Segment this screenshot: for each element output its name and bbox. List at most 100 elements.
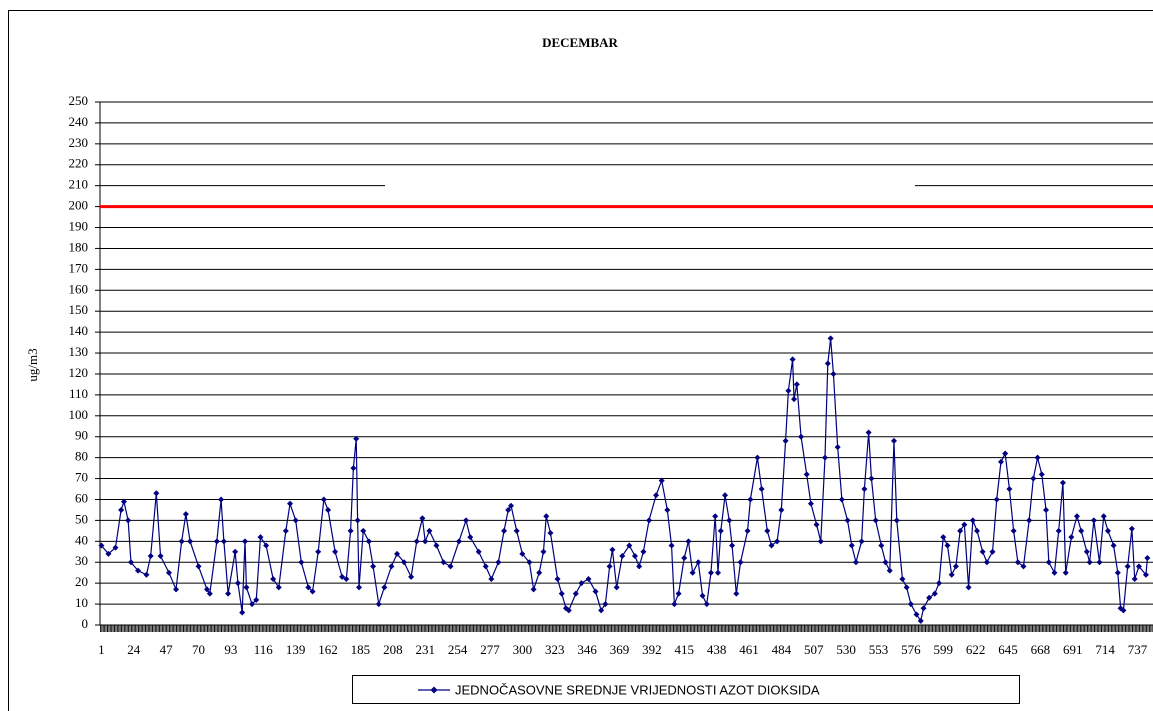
data-point (893, 517, 900, 524)
data-point (619, 552, 626, 559)
x-tick-label: 415 (674, 642, 694, 657)
data-point (965, 584, 972, 591)
data-point (1124, 563, 1131, 570)
data-point (789, 356, 796, 363)
data-point (807, 500, 814, 507)
frame (8, 10, 1153, 711)
data-point (178, 538, 185, 545)
data-point (543, 513, 550, 520)
data-point (394, 550, 401, 557)
data-point (1078, 527, 1085, 534)
data-point (309, 588, 316, 595)
data-point (143, 571, 150, 578)
x-tick-label: 185 (351, 642, 371, 657)
data-point (495, 559, 502, 566)
data-point (1110, 542, 1117, 549)
data-point (890, 437, 897, 444)
data-point (747, 496, 754, 503)
data-point (120, 498, 127, 505)
y-tick-label: 10 (75, 595, 88, 610)
data-point (827, 335, 834, 342)
data-point (791, 396, 798, 403)
data-point (838, 496, 845, 503)
data-point (1006, 486, 1013, 493)
data-point (712, 513, 719, 520)
data-point (913, 611, 920, 618)
data-point (699, 592, 706, 599)
y-tick-label: 30 (75, 553, 88, 568)
data-point (834, 444, 841, 451)
plot (98, 335, 1151, 624)
data-point (989, 548, 996, 555)
data-point (606, 563, 613, 570)
data-point (782, 437, 789, 444)
x-tick-label: 139 (286, 642, 306, 657)
data-point (536, 569, 543, 576)
data-point (585, 575, 592, 582)
data-point (234, 580, 241, 587)
data-point (640, 548, 647, 555)
data-point (1073, 513, 1080, 520)
data-point (886, 567, 893, 574)
y-tick-label: 170 (69, 260, 89, 275)
data-point (467, 534, 474, 541)
data-point (173, 586, 180, 593)
data-point (282, 527, 289, 534)
data-point (153, 490, 160, 497)
y-tick-label: 190 (69, 219, 89, 234)
data-point (778, 506, 785, 513)
data-point (112, 544, 119, 551)
data-point (817, 538, 824, 545)
data-point (332, 548, 339, 555)
data-point (957, 527, 964, 534)
x-tick-label: 1 (98, 642, 105, 657)
y-tick-label: 200 (69, 198, 89, 213)
data-point (733, 590, 740, 597)
data-point (974, 527, 981, 534)
x-tick-label: 622 (966, 642, 986, 657)
y-tick-label: 240 (69, 114, 89, 129)
data-point (931, 590, 938, 597)
x-tick-label: 116 (254, 642, 274, 657)
data-point (433, 542, 440, 549)
data-point (689, 569, 696, 576)
y-tick-label: 100 (69, 407, 89, 422)
data-point (1059, 479, 1066, 486)
data-point (1055, 527, 1062, 534)
data-point (997, 458, 1004, 465)
y-tick-label: 70 (75, 470, 88, 485)
data-point (793, 381, 800, 388)
data-point (565, 607, 572, 614)
data-point (381, 584, 388, 591)
data-point (602, 601, 609, 608)
data-point (347, 527, 354, 534)
data-point (501, 527, 508, 534)
data-point (241, 538, 248, 545)
data-point (598, 607, 605, 614)
x-tick-label: 369 (610, 642, 630, 657)
data-point (1096, 559, 1103, 566)
data-point (1142, 571, 1149, 578)
data-point (1051, 569, 1058, 576)
data-point (613, 584, 620, 591)
data-point (1038, 471, 1045, 478)
x-tick-label: 208 (383, 642, 403, 657)
data-point (165, 569, 172, 576)
y-tick-label: 220 (69, 156, 89, 171)
y-tick-label: 230 (69, 135, 89, 150)
data-point (1083, 548, 1090, 555)
x-tick-label: 392 (642, 642, 662, 657)
y-tick-label: 110 (69, 386, 88, 401)
data-point (530, 586, 537, 593)
data-point (315, 548, 322, 555)
data-point (463, 517, 470, 524)
data-point (426, 527, 433, 534)
data-point (370, 563, 377, 570)
x-tick-label: 576 (901, 642, 921, 657)
data-point (636, 563, 643, 570)
x-tick-label: 438 (707, 642, 727, 657)
x-tick-label: 24 (127, 642, 141, 657)
x-tick-label: 162 (318, 642, 338, 657)
data-point (1100, 513, 1107, 520)
data-point (298, 559, 305, 566)
